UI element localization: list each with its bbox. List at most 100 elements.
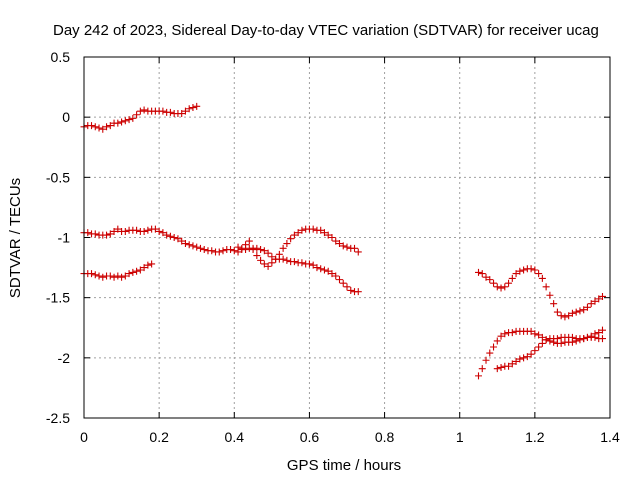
data-point [542,336,550,344]
data-point [91,123,99,131]
data-point [527,350,535,358]
data-point [542,283,550,291]
data-point [170,234,178,241]
data-point [181,240,189,248]
data-point [523,353,531,361]
x-tick-label: 1.2 [525,429,545,445]
data-point [185,241,193,249]
series-track-5 [475,265,606,321]
data-point [268,253,276,261]
data-point [568,309,576,317]
data-point [580,306,588,314]
data-point [253,252,261,260]
data-point [335,240,343,248]
data-point [501,330,509,338]
data-point [343,243,351,251]
data-point [283,240,291,248]
data-point [354,248,362,256]
data-point [320,266,328,274]
data-point [516,355,524,363]
data-point [531,347,539,355]
x-tick-label: 0.6 [300,429,320,445]
plot-frame [83,56,611,419]
data-point [520,266,528,274]
data-point [114,272,122,280]
data-point [335,276,343,284]
data-point [114,225,122,233]
data-point [185,105,193,113]
y-tick-label: -2.5 [46,410,70,426]
x-tick-labels: 0 0.2 0.4 0.6 0.8 1 1.2 1.4 [80,429,620,445]
data-point [121,227,129,235]
data-point [125,116,133,124]
data-point [580,335,588,343]
data-point [279,255,287,263]
data-point [200,246,208,254]
data-point [553,308,561,316]
x-tick-label: 0.2 [149,429,169,445]
data-point [328,270,336,278]
y-tick-label: -1 [58,230,71,246]
data-point [159,229,167,237]
data-point [189,104,197,112]
x-tick-label: 0.4 [225,429,245,445]
data-point [339,242,347,250]
data-point [508,274,516,282]
y-tick-label: 0 [62,109,70,125]
data-point [347,286,355,294]
grid-lines [84,57,610,418]
data-point [332,237,340,245]
data-point [140,227,148,235]
data-point [264,249,272,257]
data-point [535,331,543,339]
data-point [290,258,298,266]
data-point [598,335,606,343]
data-point [508,360,516,368]
series-track-4 [234,243,362,296]
data-point [505,362,513,370]
data-point [136,107,144,115]
data-point [287,235,295,243]
data-point [245,237,253,245]
series-track-2 [80,225,362,270]
data-point [283,256,291,264]
data-point [520,354,528,362]
data-point [305,260,313,268]
data-point [598,292,606,300]
data-point [121,117,129,125]
data-point [324,267,332,275]
data-point [129,268,137,276]
data-point [512,270,520,278]
series-track-7 [493,333,606,373]
series-track-3 [80,260,156,281]
data-point [290,231,298,239]
data-point [208,247,216,255]
data-point [181,107,189,115]
data-point [133,226,141,234]
data-point [531,330,539,338]
data-point [163,231,171,239]
data-point [118,273,126,281]
y-tick-label: 0.5 [51,49,71,65]
data-point [166,108,174,116]
x-tick-label: 0 [80,429,88,445]
data-point [557,312,565,320]
x-tick-label: 1.4 [600,429,620,445]
data-point [490,279,498,287]
data-point [95,272,103,280]
data-point [140,264,148,272]
data-point [118,118,126,126]
data-point [324,231,332,239]
data-point [260,260,268,268]
data-point [328,234,336,241]
data-point [538,333,546,341]
data-point [343,283,351,291]
data-point [84,229,92,237]
data-point [178,110,186,118]
data-point [490,343,498,351]
data-point [133,111,141,119]
data-point [595,329,603,337]
data-point [572,308,580,316]
data-point [268,259,276,267]
data-point [106,122,114,130]
